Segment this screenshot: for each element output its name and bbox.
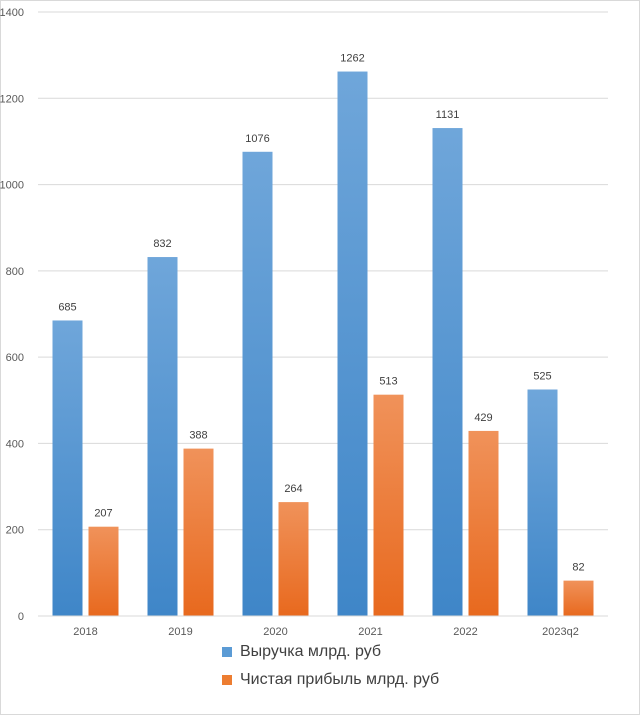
data-label: 1262: [340, 53, 364, 65]
y-tick-label: 400: [6, 438, 24, 450]
x-tick-label: 2019: [168, 626, 192, 638]
gridlines: [38, 11, 608, 531]
x-tick-label: 2023q2: [542, 626, 579, 638]
legend-label-revenue: Выручка млрд. руб: [240, 643, 382, 660]
y-tick-label: 800: [6, 266, 24, 278]
bar-revenue: [242, 151, 273, 617]
y-tick-label: 1200: [0, 93, 24, 105]
data-label: 832: [153, 238, 171, 250]
data-label: 207: [94, 508, 112, 520]
x-tick-label: 2022: [453, 626, 477, 638]
data-label: 388: [189, 430, 207, 442]
bar-revenue: [337, 71, 368, 617]
bar-net-profit: [563, 580, 594, 616]
data-label: 1131: [436, 109, 460, 121]
data-label: 525: [533, 371, 551, 383]
data-label: 264: [284, 483, 302, 495]
y-axis-tick-labels: 0 200 400 600 800 1000 1200 1400: [0, 7, 24, 623]
bar-revenue: [52, 320, 83, 616]
legend: Выручка млрд. руб Чистая прибыль млрд. р…: [222, 640, 439, 696]
bars: [52, 71, 594, 617]
legend-label-net-profit: Чистая прибыль млрд. руб: [240, 671, 440, 688]
y-tick-label: 1400: [0, 7, 24, 19]
y-tick-label: 1000: [0, 180, 24, 192]
y-tick-label: 600: [6, 352, 24, 364]
legend-item-net-profit: Чистая прибыль млрд. руб: [222, 668, 439, 692]
x-axis-tick-labels: 2018 2019 2020 2021 2022 2023q2: [73, 626, 579, 638]
x-tick-label: 2018: [73, 626, 97, 638]
bar-net-profit: [468, 430, 499, 616]
data-label: 513: [379, 376, 397, 388]
x-tick-label: 2020: [263, 626, 287, 638]
bar-net-profit: [373, 394, 404, 616]
data-label: 1076: [245, 133, 269, 145]
bar-net-profit: [278, 502, 309, 616]
data-labels: 685 207 832 388 1076 264 1262 513 1131 429 525 82: [58, 53, 584, 574]
legend-swatch-net-profit: [222, 675, 232, 685]
data-label: 82: [572, 562, 584, 574]
legend-item-revenue: Выручка млрд. руб: [222, 640, 439, 664]
y-tick-label: 0: [18, 611, 24, 623]
data-label: 429: [474, 412, 492, 424]
legend-swatch-revenue: [222, 647, 232, 657]
x-tick-label: 2021: [358, 626, 382, 638]
bar-net-profit: [183, 448, 214, 616]
y-tick-label: 200: [6, 525, 24, 537]
bar-revenue: [432, 128, 463, 616]
data-label: 685: [58, 301, 76, 313]
bar-revenue: [147, 257, 178, 616]
bar-net-profit: [88, 526, 119, 616]
bar-revenue: [527, 389, 558, 616]
